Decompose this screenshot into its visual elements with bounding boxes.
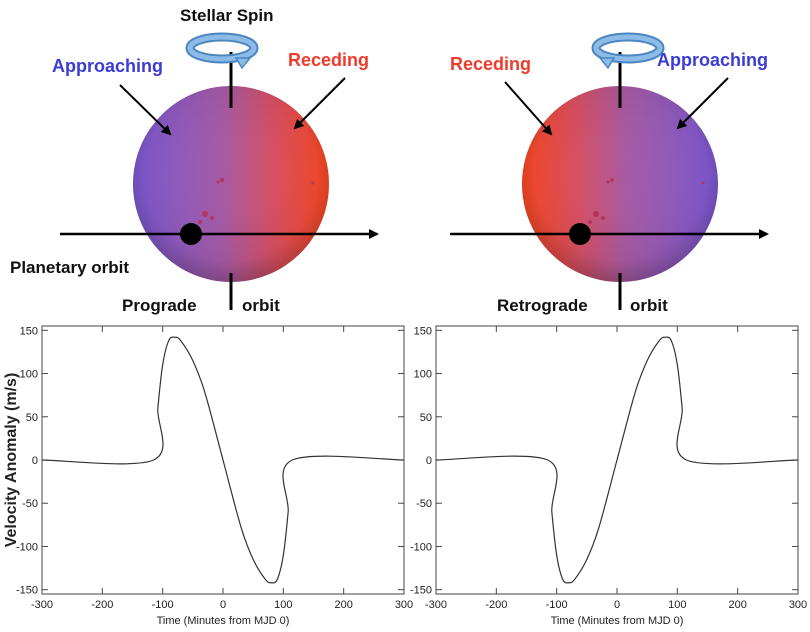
x-tick-label: 0 — [220, 599, 226, 611]
x-tick-label: 300 — [395, 599, 413, 611]
left-receding-arrow — [293, 77, 346, 130]
right-approaching-label: Approaching — [657, 50, 768, 70]
right-star-shading — [522, 86, 718, 282]
y-tick-label: -100 — [16, 541, 38, 553]
y-tick-label: -100 — [410, 541, 432, 553]
x-tick-label: -300 — [31, 599, 53, 611]
planetary-orbit-label: Planetary orbit — [10, 258, 130, 277]
x-tick-label: 200 — [728, 599, 746, 611]
right-star-group — [450, 32, 769, 310]
left-star-group — [60, 32, 379, 310]
retrograde-velocity-chart: -300 -200 -100 0 100 200 300 -150 -100 -50 0 50 100 1… — [410, 325, 807, 627]
y-tick-label: -150 — [16, 585, 38, 597]
left-sunspots — [198, 178, 315, 224]
y-tick-label: 150 — [20, 325, 38, 337]
x-axis-label: Time (Minutes from MJD 0) — [551, 615, 684, 627]
prograde-orbit-label: orbit — [242, 296, 280, 315]
stellar-spin-label: Stellar Spin — [180, 6, 274, 25]
right-receding-label: Receding — [450, 54, 532, 74]
retrograde-label: Retrograde — [497, 296, 588, 315]
left-planet — [180, 223, 202, 245]
prograde-label: Prograde — [122, 296, 197, 315]
velocity-anomaly-line — [435, 336, 799, 584]
retrograde-orbit-label: orbit — [630, 296, 668, 315]
x-tick-label: -200 — [91, 599, 113, 611]
y-tick-label: 0 — [426, 455, 432, 467]
x-tick-label: 100 — [274, 599, 292, 611]
left-receding-label: Receding — [288, 50, 370, 70]
prograde-velocity-chart: -300 -200 -100 0 100 200 300 -150 -100 -50 0 50 100 1… — [3, 325, 413, 627]
x-tick-label: 0 — [614, 599, 620, 611]
stellar-spin-arrow-icon — [185, 32, 259, 70]
y-tick-label: 150 — [414, 325, 432, 337]
x-axis-label: Time (Minutes from MJD 0) — [157, 615, 290, 627]
y-tick-label: -50 — [416, 498, 432, 510]
x-tick-label: 100 — [668, 599, 686, 611]
x-tick-label: -200 — [485, 599, 507, 611]
y-tick-label: 50 — [26, 412, 38, 424]
right-sunspots — [588, 178, 705, 224]
left-approaching-arrow — [119, 84, 172, 136]
retrograde-spin-arrow-icon — [591, 32, 665, 70]
x-tick-label: -300 — [425, 599, 447, 611]
x-tick-label: -100 — [152, 599, 174, 611]
right-receding-arrow — [504, 81, 553, 136]
y-axis-label: Velocity Anomaly (m/s) — [3, 373, 20, 548]
right-approaching-arrow — [676, 77, 729, 130]
x-tick-label: 300 — [789, 599, 807, 611]
y-tick-label: -50 — [22, 498, 38, 510]
x-tick-label: -100 — [546, 599, 568, 611]
left-star-shading — [133, 86, 329, 282]
left-approaching-label: Approaching — [52, 56, 163, 76]
y-tick-label: 100 — [20, 369, 38, 381]
y-tick-label: 0 — [32, 455, 38, 467]
y-tick-label: -150 — [410, 585, 432, 597]
y-tick-label: 50 — [420, 412, 432, 424]
y-tick-label: 100 — [414, 369, 432, 381]
velocity-anomaly-line — [41, 336, 405, 584]
x-tick-label: 200 — [334, 599, 352, 611]
right-planet — [569, 223, 591, 245]
